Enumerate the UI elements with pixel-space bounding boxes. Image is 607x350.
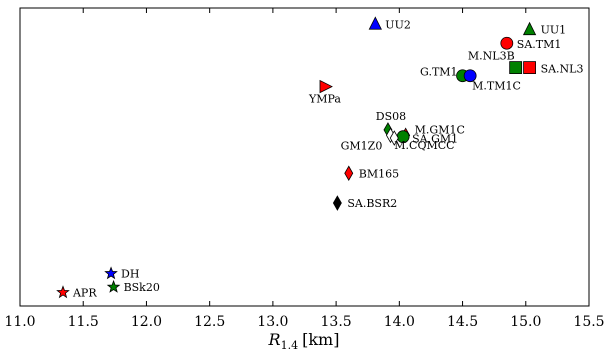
plot-area: [19, 7, 590, 307]
data-point-sa-bsr2: [332, 195, 342, 211]
data-point-m-tm1c: [463, 69, 477, 83]
point-label: M.CQMCC: [394, 139, 454, 152]
point-label: SA.TM1: [517, 38, 562, 51]
x-axis-label: R1.4 [km]: [268, 330, 340, 350]
point-label: G.TM1: [420, 66, 458, 79]
data-point-dh: [104, 266, 118, 280]
data-point-sa-nl3: [523, 61, 536, 74]
point-label: M.NL3B: [468, 50, 515, 63]
point-label: BSk20: [124, 281, 160, 294]
x-tick-label: 12.0: [131, 314, 162, 330]
point-label: APR: [72, 286, 97, 299]
x-axis-label-subscript: 1.4: [281, 339, 299, 350]
point-label: YMPa: [308, 93, 341, 106]
point-label: UU1: [541, 24, 567, 37]
data-point-ympa: [319, 79, 333, 94]
x-tick-label: 11.0: [4, 314, 35, 330]
plot-frame: [19, 7, 590, 307]
data-point-m-nl3b: [509, 61, 523, 74]
x-tick-label: 13.0: [257, 314, 288, 330]
data-point-sa-tm1: [500, 36, 514, 50]
data-point-apr: [56, 285, 70, 299]
point-label: DS08: [376, 110, 406, 123]
data-point-uu2: [368, 16, 382, 30]
data-point-bm165: [344, 165, 354, 182]
point-label: M.TM1C: [472, 80, 521, 93]
data-point-m-cqmcc: [389, 130, 399, 146]
x-axis-label-symbol: R: [268, 330, 281, 349]
point-label: SA.NL3: [541, 63, 584, 76]
point-label: M.GM1C: [415, 123, 465, 136]
point-label: SA.GM1: [412, 133, 458, 146]
x-tick-label: 14.0: [384, 314, 415, 330]
x-tick-label: 15.5: [573, 314, 604, 330]
x-tick-label: 11.5: [68, 314, 99, 330]
point-label: BM165: [359, 167, 399, 180]
x-tick-label: 14.5: [447, 314, 478, 330]
x-tick-label: 15.0: [510, 314, 541, 330]
x-axis-ticks: 11.0 11.5 12.0 12.5 13.0 13.5 14.0 14.5 15.0 15.5: [4, 8, 605, 330]
x-tick-label: 12.5: [194, 314, 225, 330]
data-point-bsk20: [106, 279, 121, 293]
x-tick-label: 13.5: [321, 314, 352, 330]
point-label: DH: [121, 267, 139, 280]
point-label: UU2: [385, 18, 411, 31]
data-points: [56, 16, 537, 299]
data-point-uu1: [522, 21, 537, 36]
point-label: SA.BSR2: [347, 197, 397, 210]
point-label: GM1Z0: [341, 139, 383, 152]
x-axis-label-unit: [km]: [302, 330, 339, 349]
